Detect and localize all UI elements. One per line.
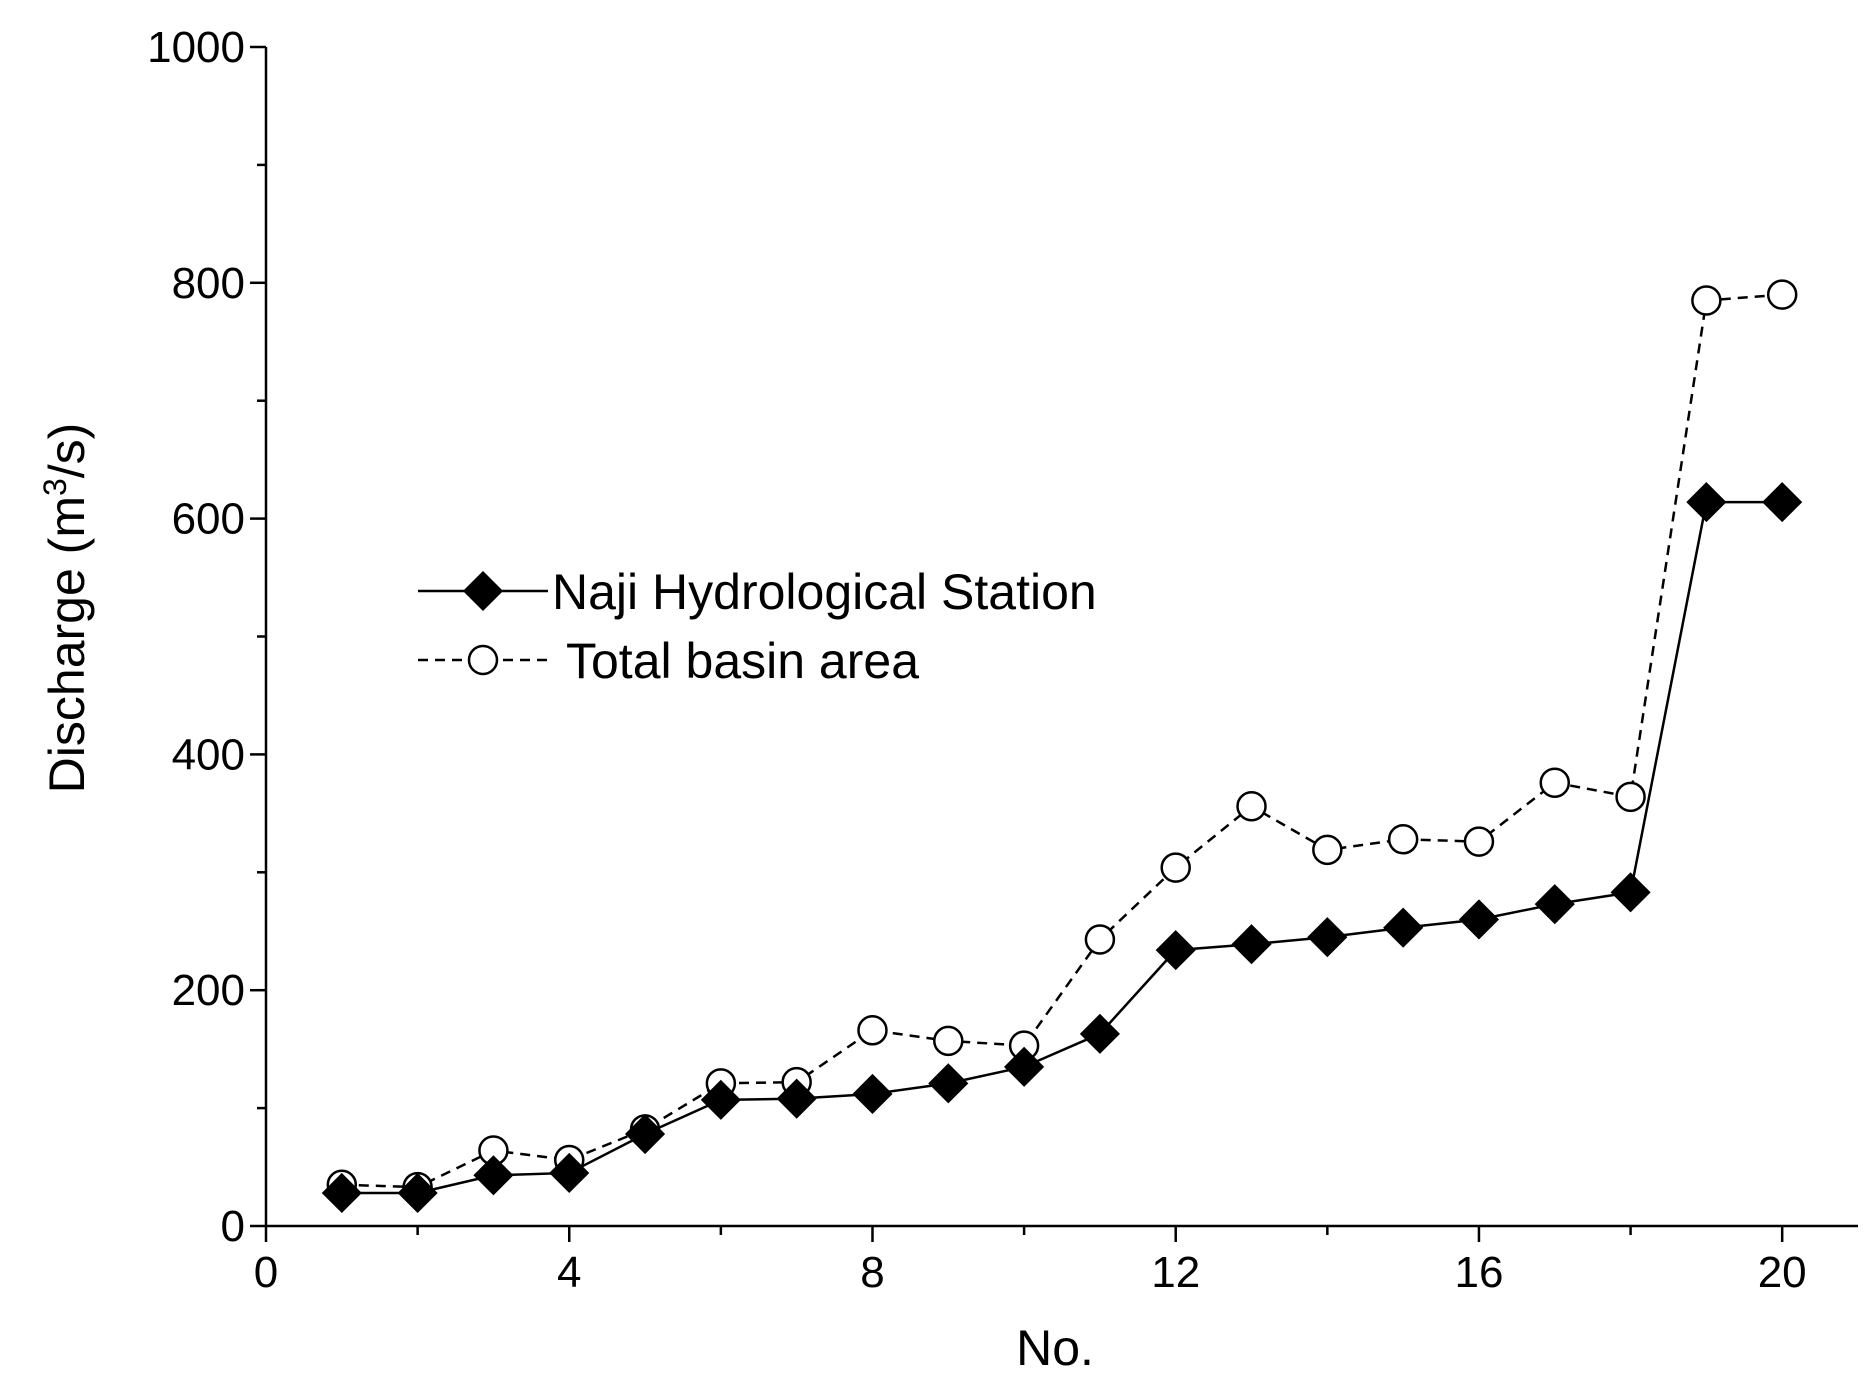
x-tick-label: 0 — [254, 1248, 278, 1297]
y-axis-title-prefix: Discharge (m — [39, 496, 95, 793]
x-tick-label: 8 — [860, 1248, 884, 1297]
diamond-point — [928, 1063, 969, 1104]
legend-diamond-marker — [462, 570, 504, 612]
circle-point — [1463, 826, 1495, 857]
diamond-point — [1762, 482, 1803, 523]
circle-point — [1539, 767, 1571, 798]
series-line — [341, 293, 1783, 1189]
diamond-point — [1231, 924, 1272, 965]
diamond-point — [473, 1155, 514, 1196]
circle-point — [1236, 791, 1267, 822]
legend-label: Naji Hydrological Station — [552, 564, 1097, 620]
diamond-point — [624, 1113, 666, 1155]
diamond-point — [1686, 482, 1727, 523]
diamond-point — [1079, 1013, 1120, 1054]
circle-point — [1312, 834, 1343, 866]
diamond-point — [1383, 907, 1424, 948]
diamond-point — [1307, 917, 1348, 958]
x-tick-label: 20 — [1758, 1248, 1807, 1297]
x-tick-label: 4 — [557, 1248, 581, 1297]
x-axis-title: No. — [1016, 1320, 1094, 1376]
x-tick-label: 16 — [1454, 1248, 1503, 1297]
diamond-point — [1610, 872, 1651, 913]
circle-point — [1387, 824, 1419, 855]
diamond-point — [1004, 1046, 1045, 1087]
series-layer — [321, 279, 1803, 1214]
diamond-point — [1458, 899, 1500, 940]
diamond-point — [1155, 930, 1196, 971]
legend: Naji Hydrological Station Total basin are… — [418, 564, 1097, 689]
x-tick-label: 12 — [1151, 1248, 1200, 1297]
y-axis-title-superscript: 3 — [37, 478, 73, 496]
circle-point — [1766, 279, 1798, 310]
circle-point — [1615, 781, 1646, 813]
diamond-point — [852, 1073, 893, 1115]
series-group-1 — [321, 482, 1803, 1214]
legend-circle-marker — [467, 644, 499, 676]
y-tick-label: 1000 — [147, 23, 245, 72]
legend-label: Total basin area — [566, 633, 919, 689]
y-tick-label: 600 — [172, 495, 245, 544]
y-tick-label: 0 — [221, 1202, 245, 1251]
y-tick-label: 200 — [172, 966, 245, 1015]
diamond-point — [549, 1152, 590, 1194]
diamond-point — [700, 1079, 741, 1120]
diamond-point — [397, 1172, 438, 1214]
y-tick-label: 800 — [172, 259, 245, 308]
y-axis-title: Discharge (m3/s) — [37, 423, 95, 794]
circle-point — [1084, 924, 1116, 955]
diamond-point — [321, 1172, 362, 1214]
circle-point — [1691, 285, 1722, 316]
y-axis-title-suffix: /s) — [39, 423, 95, 479]
diamond-point — [1534, 884, 1575, 925]
circle-point — [1160, 852, 1191, 883]
circle-point — [933, 1025, 964, 1057]
circle-point — [857, 1015, 888, 1046]
series-group-2 — [326, 279, 1798, 1203]
diamond-point — [776, 1078, 817, 1119]
y-tick-label: 400 — [172, 730, 245, 779]
